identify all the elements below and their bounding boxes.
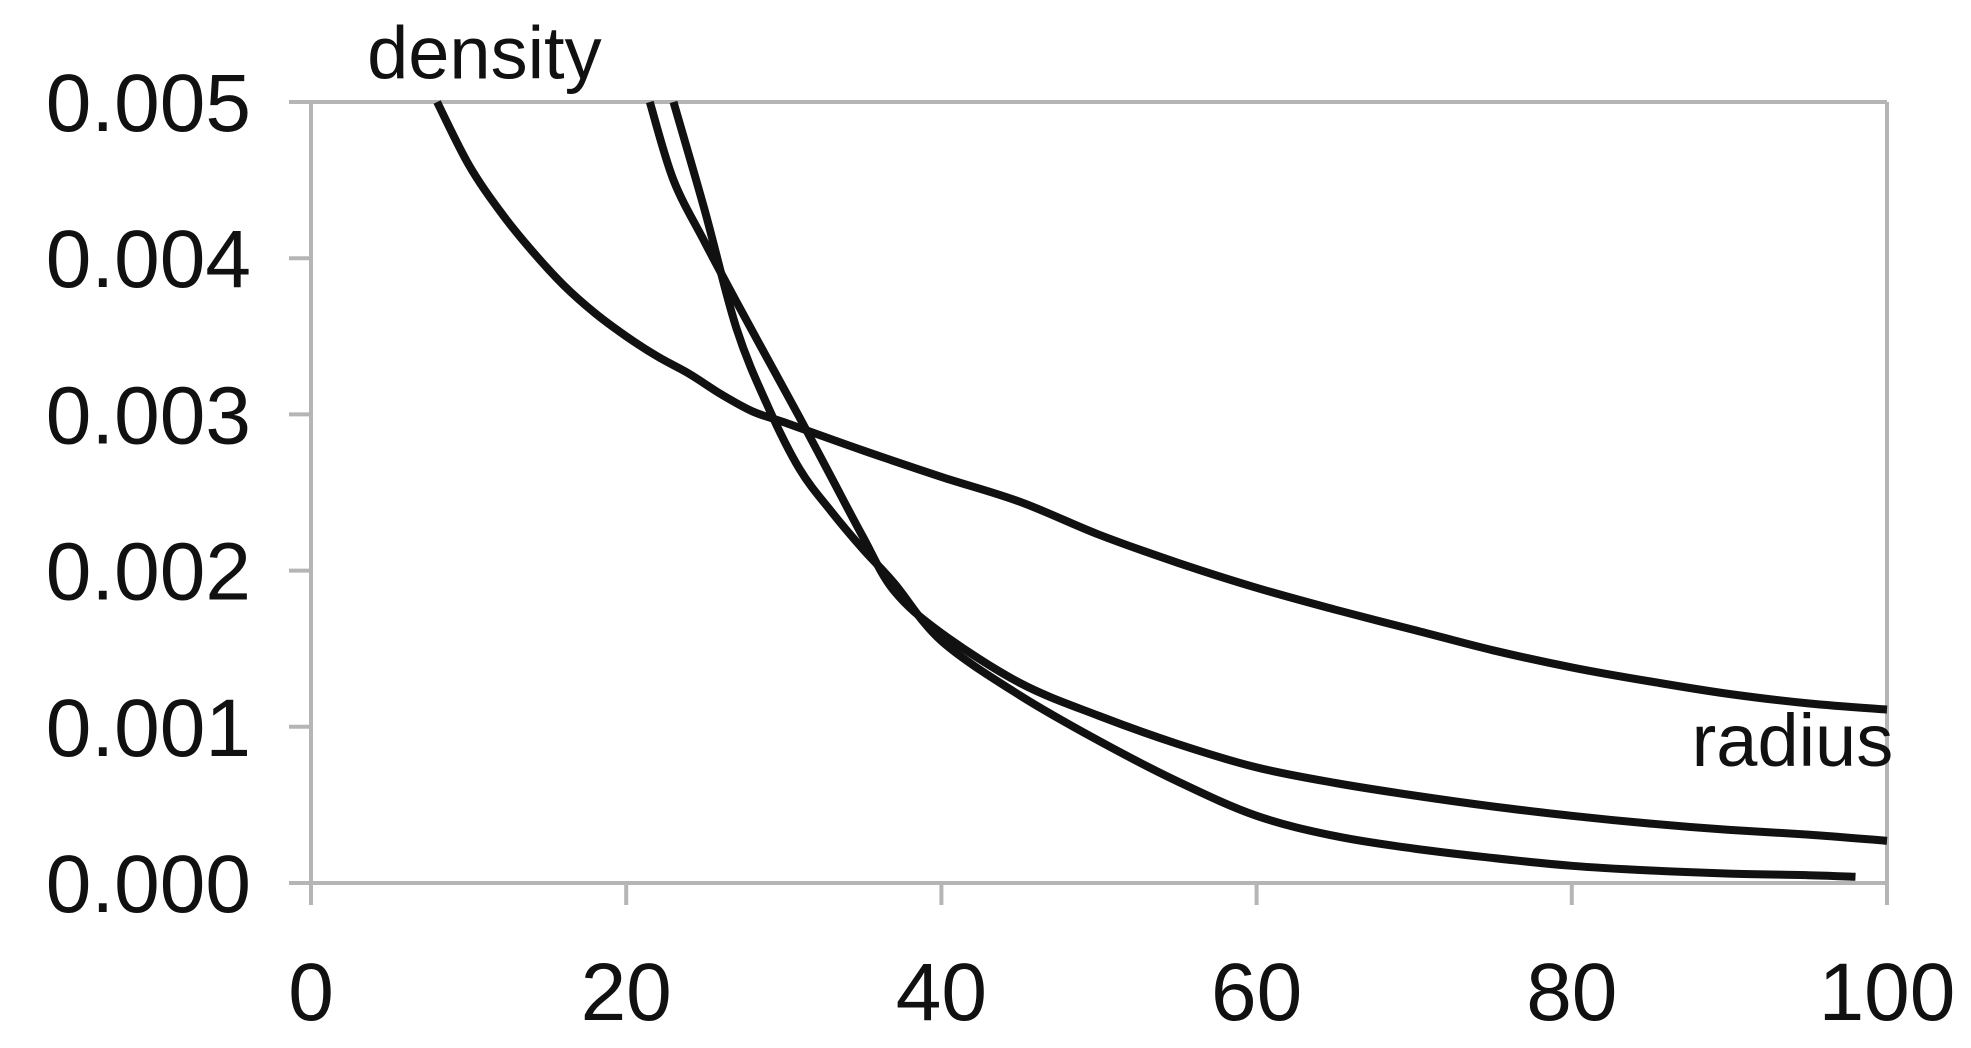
- x-tick-label: 100: [1819, 947, 1956, 1038]
- x-tick-label: 60: [1211, 947, 1302, 1038]
- y-tick-label: 0.002: [46, 527, 251, 618]
- x-tick-label: 20: [581, 947, 672, 1038]
- series-line-3: [669, 100, 1856, 881]
- y-tick-label: 0.001: [46, 683, 251, 774]
- y-tick-label: 0.000: [46, 839, 251, 930]
- series-group: [433, 100, 1888, 881]
- series-line-1: [433, 100, 1888, 714]
- x-tick-label: 40: [896, 947, 987, 1038]
- x-tick-label: 0: [288, 947, 334, 1038]
- y-tick-label: 0.004: [46, 214, 251, 305]
- y-tick-label: 0.003: [46, 370, 251, 461]
- axes: [289, 100, 1889, 905]
- labels: 0.000 0.001 0.002 0.003 0.004 0.005 0 20 40 60 80 1…: [46, 12, 1956, 1038]
- x-tick-label: 80: [1526, 947, 1617, 1038]
- annotation-radius: radius: [1692, 699, 1894, 782]
- series-line-2: [645, 100, 1888, 845]
- y-tick-label: 0.005: [46, 58, 251, 149]
- annotation-density: density: [367, 12, 601, 95]
